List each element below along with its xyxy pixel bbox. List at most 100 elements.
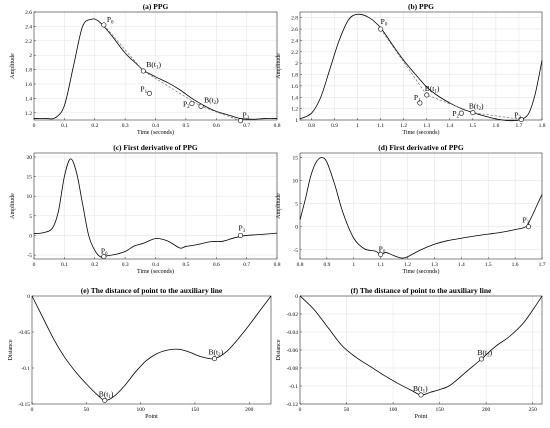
y-tick-label: 15	[27, 175, 33, 181]
panel-f: 0 50 100 150 200 250 -0.12 -0.1 -0.08 -0.06 -0.04 -…	[276, 286, 543, 420]
point-marker	[146, 90, 152, 96]
x-tick-label: 100	[137, 407, 146, 413]
y-tick-label: 2.6	[291, 27, 298, 33]
signal-line	[33, 158, 278, 258]
x-tick-label: 0.7	[243, 262, 250, 268]
point-marker	[101, 22, 107, 28]
x-tick-label: 150	[435, 407, 444, 413]
point-marker	[189, 100, 195, 106]
y-tick-label: 1.2	[291, 107, 298, 113]
x-tick-label: 0.4	[152, 262, 159, 268]
y-tick-label: 2.4	[25, 24, 32, 30]
x-tick-label: 1.5	[485, 262, 492, 268]
y-axis-label: Amplitude	[10, 53, 16, 79]
y-tick-label: 2.2	[291, 50, 298, 56]
y-axis-label: Amplitude	[276, 53, 282, 79]
y-tick-label: -5	[27, 253, 32, 259]
x-tick-label: 0.2	[91, 262, 98, 268]
y-tick-label: -0.15	[19, 402, 31, 408]
x-tick-label: 0.2	[91, 123, 98, 129]
y-tick-label: 1.6	[25, 82, 32, 88]
y-tick-label: -0.06	[287, 348, 299, 354]
x-tick-label: 0.8	[297, 262, 304, 268]
x-tick-label: 0.6	[213, 262, 220, 268]
x-tick-label: 0.5	[182, 123, 189, 129]
y-tick-label: 1.8	[291, 73, 298, 79]
y-tick-label: 10	[293, 179, 299, 185]
y-tick-label: -0.1	[289, 384, 298, 390]
point-marker	[198, 103, 204, 109]
panel-title: (e) The distance of point to the auxilia…	[81, 286, 223, 295]
point-marker	[378, 26, 384, 32]
y-tick-label: -5	[293, 248, 298, 254]
point-marker	[470, 110, 476, 116]
point-label: P3	[239, 223, 246, 234]
point-label: P0	[381, 17, 388, 28]
y-tick-label: 1.4	[291, 95, 298, 101]
panel-a: 0 0.1 0.2 0.3 0.4 0.5 0.6 0.7 0.8 1.2 1.4 1.6 1.8 2 2.…	[10, 2, 281, 136]
point-label: P1	[140, 84, 147, 95]
y-tick-label: 2.8	[291, 16, 298, 22]
y-axis-label: Amplitude	[10, 193, 16, 219]
y-tick-label: -0.08	[287, 366, 299, 372]
x-axis-label: Point	[415, 414, 428, 420]
point-marker	[238, 118, 244, 124]
point-marker	[212, 356, 218, 362]
point-marker	[140, 68, 146, 74]
y-tick-label: 2.6	[25, 10, 32, 16]
x-tick-label: 200	[245, 407, 254, 413]
x-tick-label: 0	[33, 123, 36, 129]
x-tick-label: 1.7	[539, 262, 546, 268]
x-axis-label: Time (seconds)	[137, 268, 174, 275]
auxiliary-line	[380, 28, 522, 120]
point-label: B(t1)	[146, 60, 161, 71]
point-marker	[424, 92, 430, 98]
point-label: B(t1)	[413, 384, 428, 395]
x-tick-label: 1	[352, 262, 355, 268]
x-tick-label: 50	[344, 407, 350, 413]
x-tick-label: 1.3	[423, 123, 430, 129]
point-label: P3	[243, 111, 250, 122]
x-tick-label: 1.1	[377, 262, 384, 268]
signal-line	[299, 13, 543, 122]
y-tick-label: 1.2	[25, 111, 32, 117]
point-marker	[418, 392, 424, 398]
panel-e: 0 50 100 150 200 -0.15 -0.1 -0.05 0 (e) The dista…	[8, 286, 272, 420]
x-tick-label: 0.4	[152, 123, 159, 129]
point-label: B(t2)	[469, 102, 484, 113]
y-tick-label: 2	[29, 53, 32, 59]
x-tick-label: 0	[299, 407, 302, 413]
x-tick-label: 0.9	[323, 262, 330, 268]
x-tick-label: 1.2	[400, 123, 407, 129]
signal-line	[31, 295, 272, 401]
x-tick-label: 0.9	[331, 123, 338, 129]
x-tick-label: 1.6	[492, 123, 499, 129]
x-tick-label: 1	[356, 123, 359, 129]
point-marker	[526, 224, 532, 230]
x-tick-label: 50	[84, 407, 90, 413]
y-tick-label: -0.02	[287, 312, 299, 318]
plot-frame	[299, 152, 543, 260]
y-axis-label: Distance	[8, 339, 14, 360]
y-tick-label: 15	[293, 156, 299, 162]
x-tick-label: 0.5	[182, 262, 189, 268]
y-axis-label: Amplitude	[276, 193, 282, 219]
panel-title: (b) PPG	[408, 2, 434, 11]
x-tick-label: 1.4	[458, 262, 465, 268]
y-tick-label: 0	[295, 225, 298, 231]
x-axis-label: Time (seconds)	[403, 129, 440, 136]
point-marker	[102, 397, 108, 403]
panel-title: (c) First derivative of PPG	[113, 143, 198, 152]
x-tick-label: 0.8	[308, 123, 315, 129]
y-tick-label: 10	[27, 194, 33, 200]
point-label: P0	[379, 244, 386, 255]
panel-title: (f) The distance of point to the auxilia…	[351, 286, 492, 295]
x-tick-label: 0.3	[122, 123, 129, 129]
x-tick-label: 1.8	[539, 123, 546, 129]
y-tick-label: 2	[295, 61, 298, 67]
point-label: P2	[183, 99, 190, 110]
point-label: P3	[523, 216, 530, 227]
y-tick-label: 2.2	[25, 39, 32, 45]
point-label: B(t1)	[99, 389, 114, 400]
